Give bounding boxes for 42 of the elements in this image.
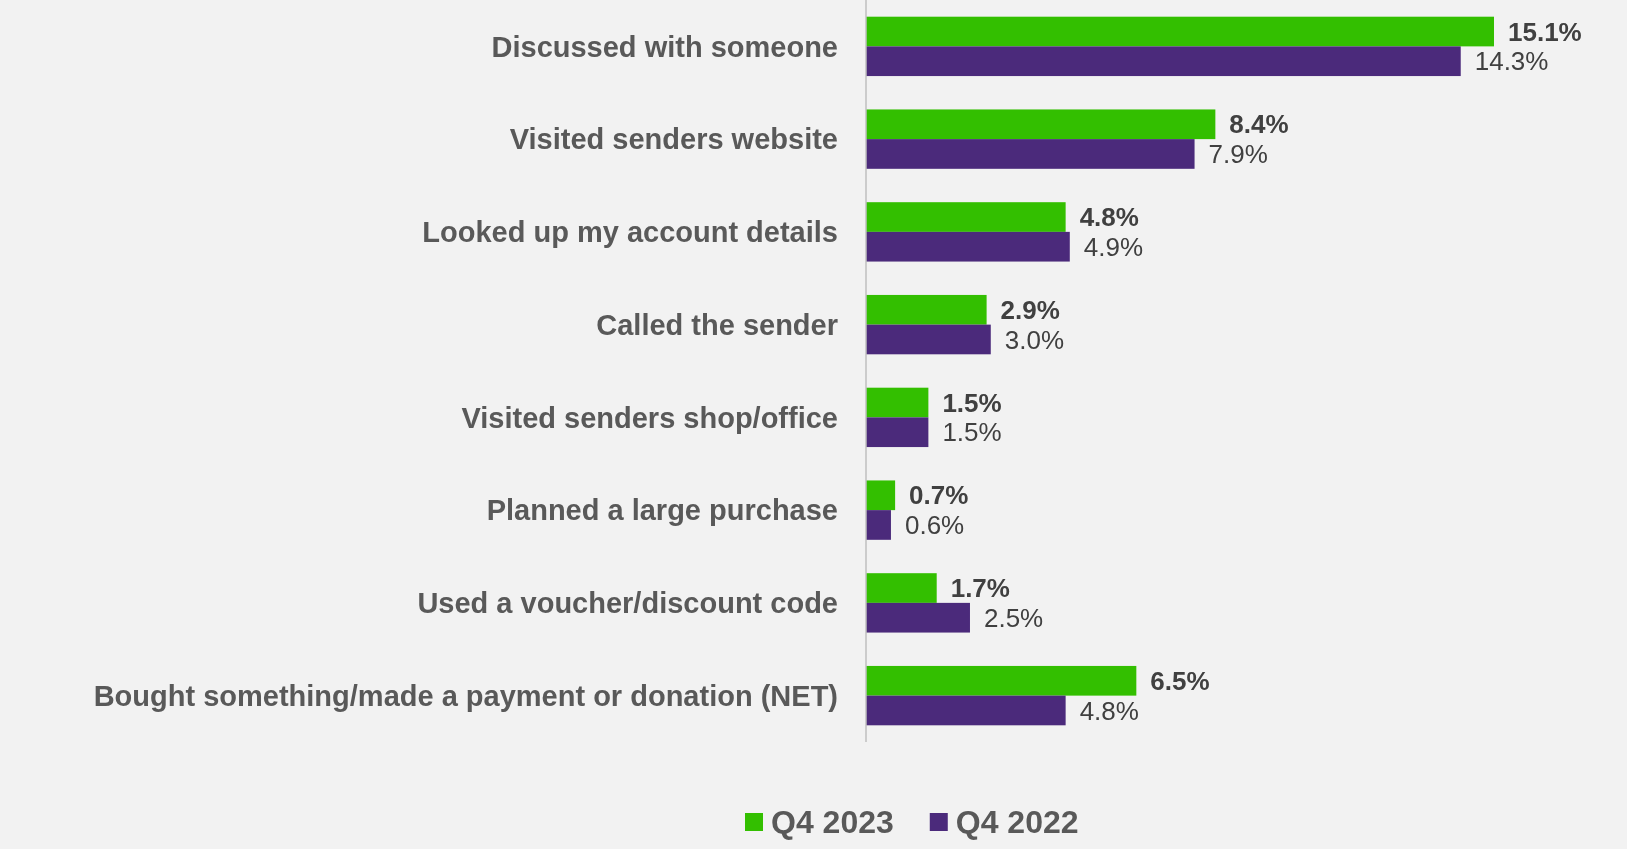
- legend-label: Q4 2022: [955, 804, 1079, 841]
- bar: [866, 573, 937, 603]
- bar: [866, 480, 896, 511]
- data-label: 3.0%: [1004, 324, 1065, 355]
- bar: [866, 695, 1066, 726]
- y-tick-label: Visited senders website: [509, 123, 838, 156]
- data-label: 4.9%: [1083, 231, 1144, 262]
- y-tick-label: Planned a large purchase: [486, 494, 838, 527]
- bar: [866, 231, 1070, 262]
- data-label: 0.7%: [909, 480, 969, 511]
- bar: [866, 417, 929, 448]
- y-tick-label: Bought something/made a payment or donation (NET): [93, 679, 838, 712]
- bar: [866, 16, 1494, 47]
- bar: [866, 46, 1461, 77]
- y-tick-label: Looked up my account details: [422, 216, 838, 249]
- y-tick-label: Discussed with someone: [491, 30, 838, 63]
- bar: [866, 139, 1195, 169]
- data-label: 6.5%: [1150, 665, 1210, 696]
- y-tick-label: Called the sender: [596, 308, 838, 341]
- data-label: 1.7%: [950, 573, 1010, 604]
- data-label: 4.8%: [1079, 695, 1139, 726]
- data-label: 15.1%: [1508, 16, 1582, 47]
- data-label: 1.5%: [942, 417, 1002, 448]
- data-label: 2.9%: [1000, 294, 1060, 325]
- bar: [866, 202, 1066, 232]
- data-label: 4.8%: [1079, 202, 1139, 233]
- bar: [866, 665, 1137, 696]
- data-label: 1.5%: [942, 387, 1002, 418]
- bar: [866, 109, 1216, 140]
- bar: [866, 387, 929, 418]
- bar: [866, 294, 987, 325]
- bar: [866, 324, 991, 355]
- bar: [866, 510, 891, 540]
- legend-label: Q4 2023: [771, 804, 894, 841]
- data-label: 7.9%: [1208, 139, 1268, 170]
- data-label: 8.4%: [1229, 109, 1289, 140]
- data-label: 14.3%: [1474, 46, 1549, 77]
- bar: [866, 602, 970, 633]
- data-label: 2.5%: [983, 602, 1044, 633]
- y-tick-label: Used a voucher/discount code: [417, 587, 838, 620]
- y-tick-label: Visited senders shop/office: [461, 401, 838, 434]
- data-label: 0.6%: [904, 510, 965, 541]
